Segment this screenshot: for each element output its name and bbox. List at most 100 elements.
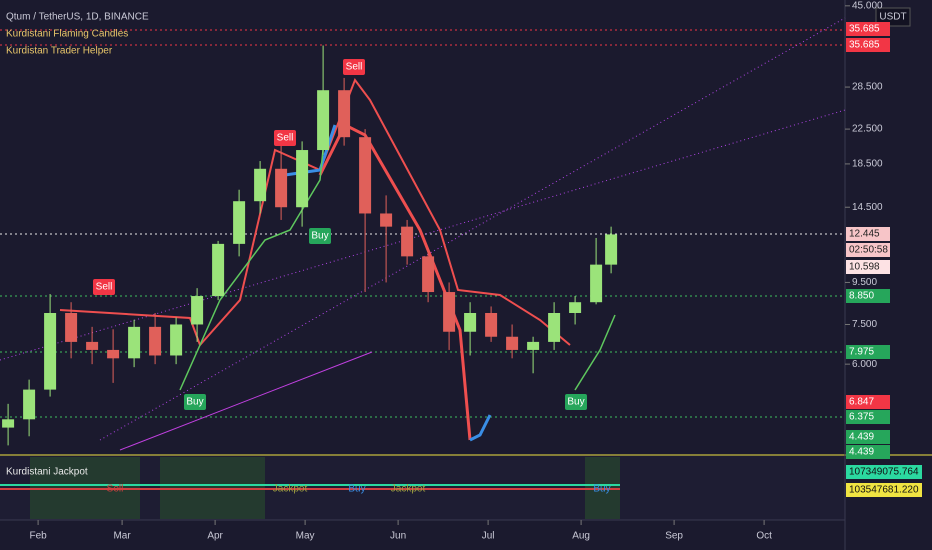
- candle-body: [2, 419, 15, 428]
- pane-signal: Jackpot: [391, 484, 426, 495]
- trend-line: [119, 351, 373, 451]
- indicator-name: Kurdistani Flaming Candles: [6, 29, 128, 40]
- signal-label: Sell: [96, 282, 113, 293]
- signal-bg: [93, 279, 115, 295]
- signal-bg: [274, 130, 296, 146]
- candle-body: [380, 213, 393, 227]
- signal-bg: [184, 394, 206, 410]
- candle-body: [590, 264, 603, 303]
- price-label: 02:50:58: [849, 245, 888, 256]
- candle-body: [128, 326, 141, 359]
- symbol: Qtum / TetherUS, 1D, BINANCE: [6, 12, 149, 23]
- price-label-bg: [846, 38, 890, 52]
- price-label: 10.598: [849, 262, 880, 273]
- candle-body: [44, 312, 57, 390]
- price-label-bg: [846, 227, 890, 241]
- signal-label: Sell: [346, 62, 363, 73]
- signal-label: Sell: [277, 133, 294, 144]
- price-label: 35.685: [849, 40, 880, 51]
- candle-body: [170, 324, 183, 356]
- y-tick-label: 14.500: [852, 202, 883, 213]
- candle-body: [506, 336, 519, 350]
- x-tick-label: Feb: [29, 531, 47, 542]
- pane-label: 103547681.220: [849, 485, 919, 496]
- candle-body: [212, 243, 225, 297]
- currency-box[interactable]: [875, 7, 911, 27]
- price-label-bg: [846, 260, 890, 274]
- pane-signal: Buy: [593, 484, 610, 495]
- price-label: 6.375: [849, 412, 874, 423]
- pane-signal: Buy: [348, 484, 365, 495]
- signal-bg: [565, 394, 587, 410]
- price-label: 12.445: [849, 229, 880, 240]
- candle-body: [149, 326, 162, 356]
- price-label-bg: [846, 445, 890, 459]
- candle-body: [569, 302, 582, 313]
- currency[interactable]: USDT: [879, 12, 906, 23]
- y-tick-label: 9.500: [852, 277, 877, 288]
- pane-signal: Jackpot: [273, 484, 308, 495]
- candle-body: [296, 150, 309, 208]
- price-label-bg: [846, 22, 890, 36]
- price-label: 35.685: [849, 24, 880, 35]
- candle-body: [422, 256, 435, 293]
- x-tick-label: Jun: [390, 531, 406, 542]
- candle-body: [485, 312, 498, 337]
- support-line: [574, 314, 616, 391]
- signal-label: Buy: [567, 397, 584, 408]
- candle-body: [443, 292, 456, 332]
- x-tick-label: May: [296, 531, 315, 542]
- candle-body: [605, 234, 618, 265]
- support-line: [179, 129, 326, 391]
- pane-label-bg: [846, 465, 922, 479]
- y-tick-label: 6.000: [852, 359, 877, 370]
- signal-label: Buy: [186, 397, 203, 408]
- y-tick-label: 28.500: [852, 82, 883, 93]
- x-tick-label: Jul: [482, 531, 495, 542]
- candle-body: [464, 312, 477, 332]
- candle-body: [401, 226, 414, 257]
- price-label-bg: [846, 410, 890, 424]
- candle-body: [338, 90, 351, 138]
- price-label: 8.850: [849, 291, 874, 302]
- candle-body: [275, 168, 288, 208]
- signal-bg: [309, 228, 331, 244]
- price-label: 4.439: [849, 447, 874, 458]
- price-label-bg: [846, 345, 890, 359]
- candle-body: [359, 137, 372, 214]
- price-label: 7.975: [849, 347, 874, 358]
- price-label-bg: [846, 430, 890, 444]
- pane-label: 107349075.764: [849, 467, 919, 478]
- candle-body: [548, 312, 561, 342]
- y-tick-label: 45.000: [852, 0, 883, 11]
- trend-line: [99, 17, 846, 441]
- pane-label-bg: [846, 483, 922, 497]
- candle-body: [191, 296, 204, 325]
- x-tick-label: Sep: [665, 531, 683, 542]
- x-tick-label: Oct: [756, 531, 772, 542]
- price-label: 4.439: [849, 432, 874, 443]
- signal-bg: [343, 59, 365, 75]
- trend-ma: [469, 414, 492, 442]
- pane-signal: Sell: [107, 484, 124, 495]
- candle-body: [233, 201, 246, 244]
- candle-body: [107, 349, 120, 359]
- price-label-bg: [846, 395, 890, 409]
- candle-body: [23, 389, 36, 420]
- candle-body: [86, 341, 99, 350]
- candle-body: [254, 168, 267, 202]
- candle-body: [527, 341, 540, 350]
- x-tick-label: Mar: [113, 531, 131, 542]
- signal-label: Buy: [311, 231, 328, 242]
- y-tick-label: 7.500: [852, 319, 877, 330]
- x-tick-label: Aug: [572, 531, 590, 542]
- candle-body: [65, 312, 78, 342]
- price-label: 6.847: [849, 397, 874, 408]
- price-label-bg: [846, 289, 890, 303]
- price-label-bg: [846, 243, 890, 257]
- y-tick-label: 22.500: [852, 124, 883, 135]
- candle-body: [317, 90, 330, 151]
- lower-pane-title: Kurdistani Jackpot: [6, 467, 88, 478]
